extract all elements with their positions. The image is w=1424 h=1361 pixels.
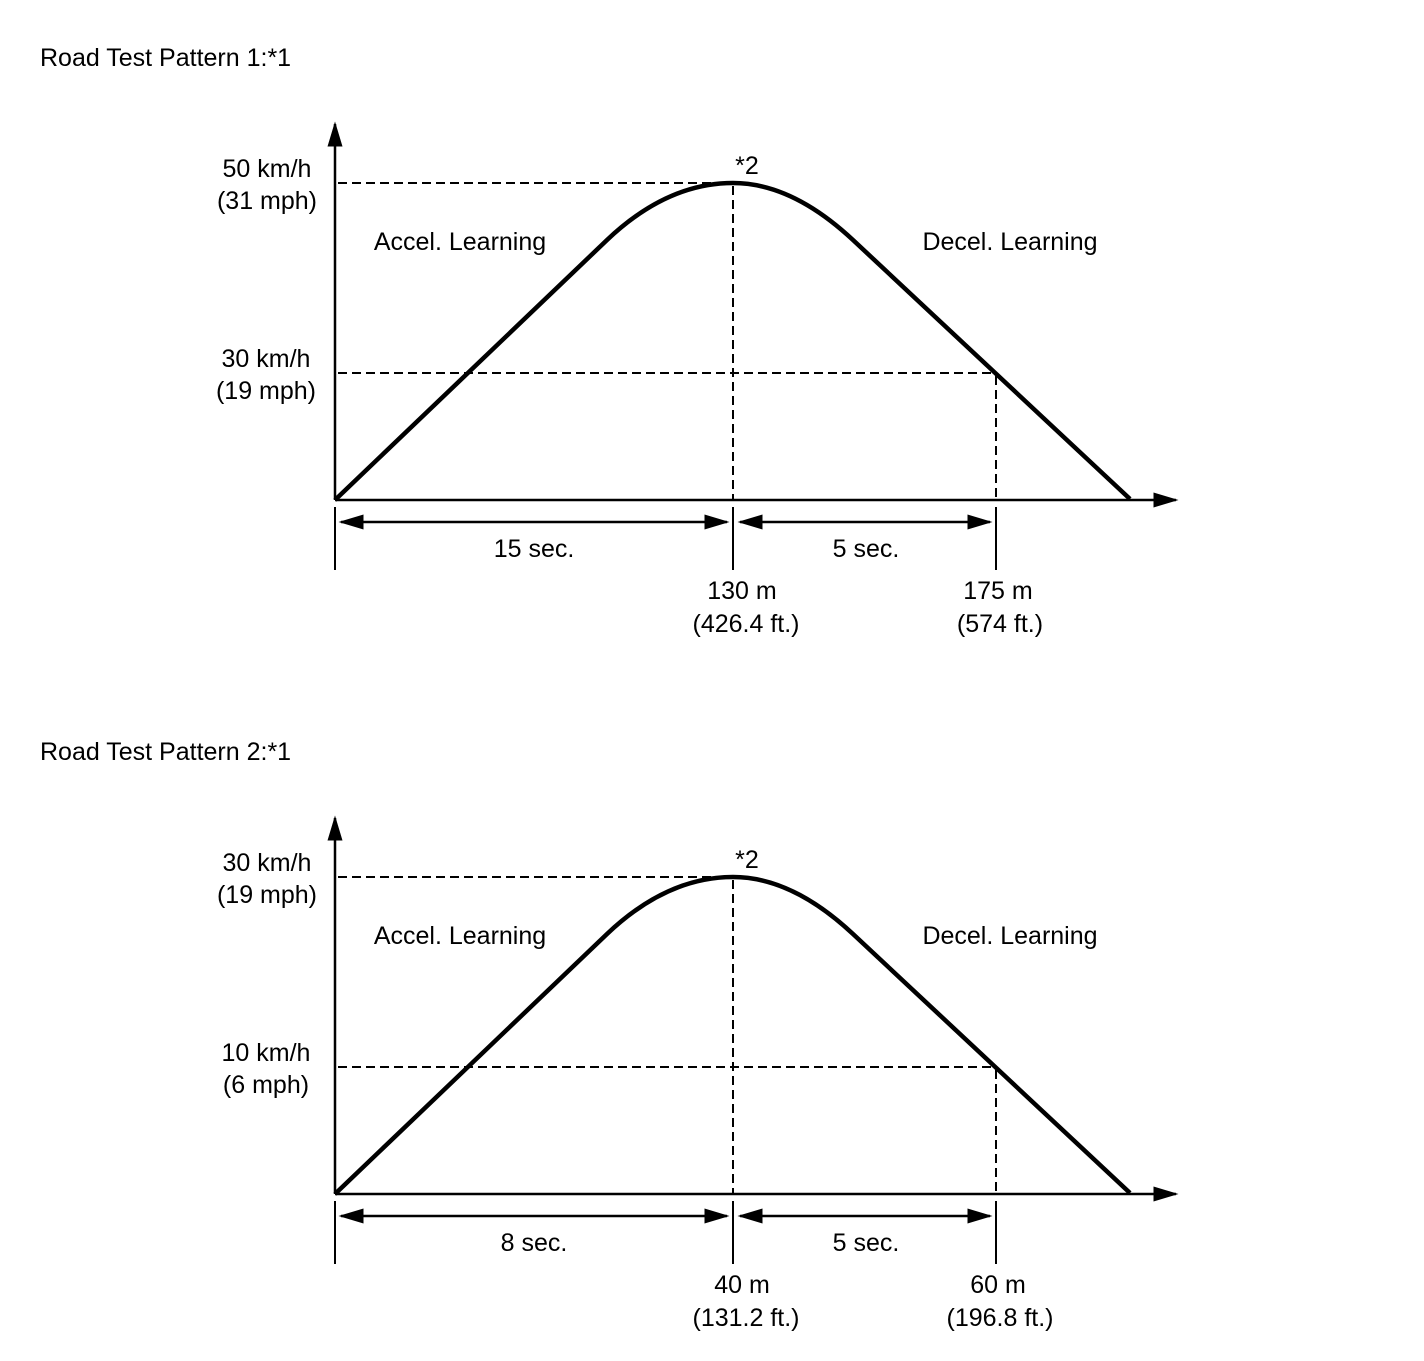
- pattern2-decel-learning-label: Decel. Learning: [922, 922, 1097, 950]
- pattern1-decel-learning-label: Decel. Learning: [922, 228, 1097, 256]
- pattern1-accel-learning-label: Accel. Learning: [374, 228, 546, 256]
- pattern1-upper-speed-kmh-label: 50 km/h: [223, 155, 312, 183]
- pattern1-title: Road Test Pattern 1:*1: [40, 44, 291, 72]
- pattern1-peak-distance-ft-label: (426.4 ft.): [693, 610, 800, 638]
- pattern2-title: Road Test Pattern 2:*1: [40, 738, 291, 766]
- pattern1-peak-marker: *2: [735, 152, 759, 180]
- pattern1-lower-speed-kmh-label: 30 km/h: [222, 345, 311, 373]
- pattern1-end-distance-m-label: 175 m: [963, 577, 1032, 605]
- pattern1-upper-speed-mph-label: (31 mph): [217, 187, 317, 215]
- pattern2-peak-distance-m-label: 40 m: [714, 1271, 770, 1299]
- pattern2-lower-speed-kmh-label: 10 km/h: [222, 1039, 311, 1067]
- road-test-pattern-1: Road Test Pattern 1:*1 50 km/h (31 mph) …: [40, 44, 1179, 638]
- pattern2-peak-marker: *2: [735, 846, 759, 874]
- pattern1-accel-time-label: 15 sec.: [494, 535, 575, 563]
- pattern1-peak-distance-m-label: 130 m: [707, 577, 776, 605]
- pattern2-upper-speed-mph-label: (19 mph): [217, 881, 317, 909]
- pattern2-end-distance-ft-label: (196.8 ft.): [947, 1304, 1054, 1332]
- pattern2-end-distance-m-label: 60 m: [970, 1271, 1026, 1299]
- pattern1-lower-speed-mph-label: (19 mph): [216, 377, 316, 405]
- pattern1-decel-time-label: 5 sec.: [833, 535, 900, 563]
- pattern2-lower-speed-mph-label: (6 mph): [223, 1071, 309, 1099]
- pattern2-peak-distance-ft-label: (131.2 ft.): [693, 1304, 800, 1332]
- pattern1-end-distance-ft-label: (574 ft.): [957, 610, 1043, 638]
- pattern2-decel-time-label: 5 sec.: [833, 1229, 900, 1257]
- pattern2-upper-speed-kmh-label: 30 km/h: [223, 849, 312, 877]
- pattern2-accel-learning-label: Accel. Learning: [374, 922, 546, 950]
- pattern2-accel-time-label: 8 sec.: [501, 1229, 568, 1257]
- road-test-pattern-2: Road Test Pattern 2:*1 30 km/h (19 mph) …: [40, 738, 1179, 1332]
